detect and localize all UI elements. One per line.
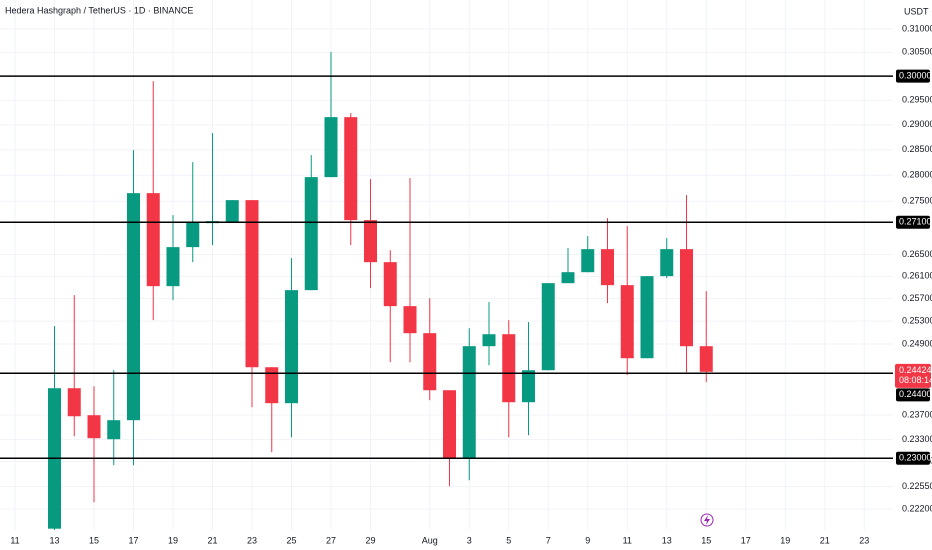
x-tick-label: 19: [780, 535, 790, 545]
level-label-box: [896, 388, 930, 402]
x-tick-label: 21: [820, 535, 830, 545]
y-tick-label: 0.25700: [902, 293, 932, 303]
x-tick-label: 9: [585, 535, 590, 545]
x-tick-label: 5: [506, 535, 511, 545]
y-tick-label: 0.27500: [902, 196, 932, 206]
level-label: 0.30000: [899, 70, 932, 80]
candle-body: [482, 334, 496, 347]
candle-body: [186, 222, 200, 248]
current-price-label: 0.24424: [899, 365, 932, 375]
candle-body: [443, 390, 456, 459]
x-tick-label: 17: [741, 535, 751, 545]
x-tick-label: 27: [326, 535, 336, 545]
y-tick-label: 0.28000: [902, 170, 932, 180]
y-tick-label: 0.22550: [902, 481, 932, 491]
candle-body: [67, 388, 81, 417]
candle-body: [601, 249, 614, 286]
x-tick-label: 11: [10, 535, 19, 545]
candle-body: [344, 117, 358, 221]
countdown-label: 08:08:14: [899, 375, 932, 385]
candle-body: [324, 117, 338, 178]
candle-body: [620, 285, 634, 359]
y-tick-label: 0.22200: [902, 503, 932, 513]
x-tick-label: 17: [128, 535, 138, 545]
x-tick-label: 21: [207, 535, 217, 545]
x-tick-label: 23: [859, 535, 869, 545]
x-tick-label: 19: [168, 535, 178, 545]
y-tick-label: 0.28500: [902, 144, 932, 154]
lightning-icon: [700, 513, 714, 527]
x-tick-label: 13: [662, 535, 672, 545]
candle-body: [502, 334, 516, 403]
candle-body: [146, 193, 160, 287]
x-tick-label: 23: [247, 535, 257, 545]
candle-body: [541, 283, 555, 371]
level-label: 0.24400: [899, 389, 932, 399]
y-tick-label: 0.29500: [902, 95, 932, 105]
x-tick-label: 15: [701, 535, 711, 545]
candle-body: [166, 247, 180, 287]
x-tick-label: 3: [467, 535, 472, 545]
y-tick-label: 0.29000: [902, 119, 932, 129]
candle-body: [265, 367, 279, 404]
candle-body: [561, 272, 575, 284]
x-tick-label: 29: [365, 535, 375, 545]
y-tick-label: 0.26100: [902, 271, 932, 281]
candle-body: [423, 333, 437, 391]
x-tick-label: 7: [546, 535, 551, 545]
y-tick-label: 0.25300: [902, 316, 932, 326]
price-axis: 0.31000 0.30500 0.29500 0.29000 0.28500 0.280…: [895, 23, 932, 513]
candle-body: [87, 415, 101, 439]
plot-area: [0, 52, 893, 530]
current-price-box: [895, 363, 931, 388]
candle-body: [127, 193, 140, 421]
candle-body: [107, 420, 121, 440]
level-label-box: [896, 215, 930, 229]
candle-body: [225, 200, 239, 223]
candle-body: [640, 276, 654, 359]
x-tick-label: 11: [623, 535, 632, 545]
x-tick-label: 15: [89, 535, 99, 545]
y-axis-label: USDT: [904, 6, 929, 16]
x-tick-label: 13: [49, 535, 59, 545]
candle-body: [245, 200, 259, 368]
candle-body: [462, 346, 476, 459]
y-tick-label: 0.23700: [902, 409, 932, 419]
y-tick-label: 0.26500: [902, 249, 932, 259]
y-tick-label: 0.31000: [902, 23, 932, 33]
y-tick-label: 0.30500: [902, 47, 932, 57]
candle-body: [522, 370, 535, 403]
candle-body: [680, 249, 693, 347]
candle-body: [660, 249, 674, 277]
candle-body: [285, 290, 298, 404]
candle-body: [383, 262, 397, 307]
y-tick-label: 0.23300: [902, 434, 932, 444]
level-label-box: [896, 69, 930, 83]
x-tick-label: 25: [286, 535, 296, 545]
level-label-box: [896, 451, 930, 465]
x-tick-label: Aug: [422, 535, 438, 545]
candle-body: [364, 220, 377, 263]
chart-title: Hedera Hashgraph / TetherUS · 1D · BINAN…: [5, 5, 193, 15]
level-label: 0.23000: [899, 453, 932, 463]
candle-body: [699, 346, 713, 372]
level-label: 0.27100: [899, 217, 932, 227]
candle-body: [403, 306, 417, 334]
candle-body: [581, 249, 595, 273]
candle-body: [304, 177, 318, 291]
y-tick-label: 0.24900: [902, 338, 932, 348]
